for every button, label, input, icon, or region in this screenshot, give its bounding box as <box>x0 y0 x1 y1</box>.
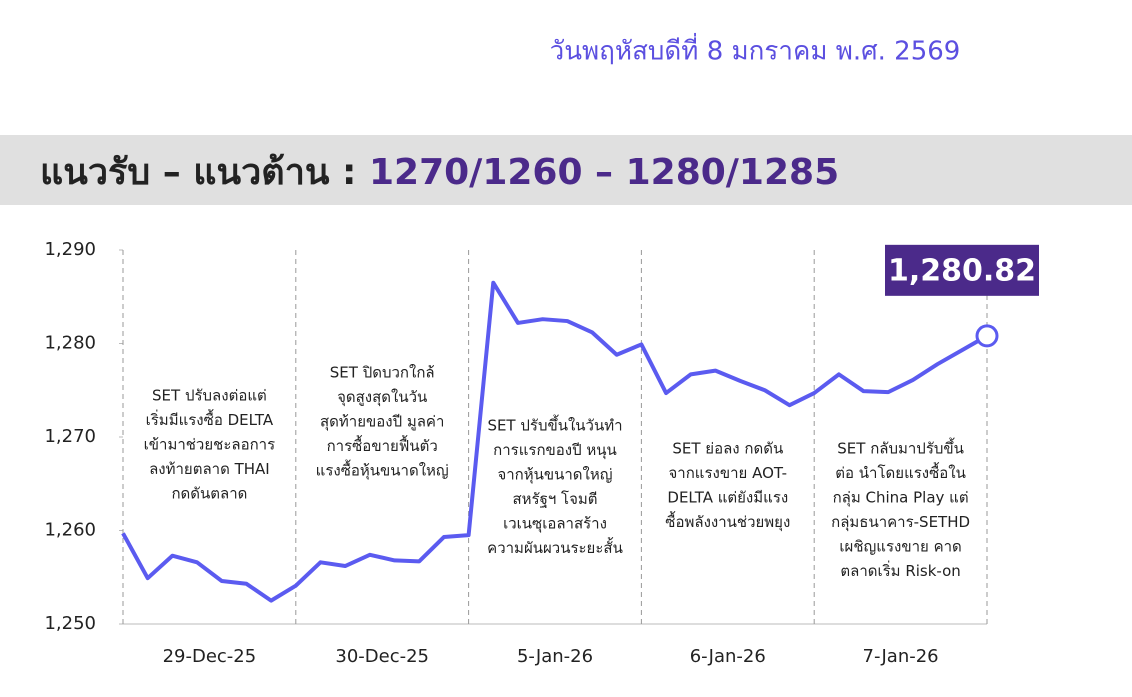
annotation: SET ปรับลงต่อแต่ <box>152 387 267 405</box>
annotation: กลุ่ม China Play แต่ <box>833 489 969 508</box>
y-tick-label: 1,270 <box>44 426 96 447</box>
annotation: เวเนซุเอลาสร้าง <box>503 515 607 534</box>
annotation: สุดท้ายของปี มูลค่า <box>320 413 444 432</box>
annotation: จุดสูงสุดในวัน <box>337 388 427 407</box>
annotation: สหรัฐฯ โจมตี <box>512 490 597 508</box>
annotation: ความผันผวนระยะสั้น <box>487 537 623 557</box>
annotation: การซื้อขายฟื้นตัว <box>327 435 438 455</box>
x-tick-label: 30-Dec-25 <box>335 646 429 667</box>
annotation: SET ปรับขึ้นในวันทำ <box>487 415 622 435</box>
annotation: ซื้อพลังงานช่วยพยุง <box>665 511 790 532</box>
value-badge <box>885 244 1039 296</box>
annotation: เข้ามาช่วยชะลอการ <box>144 436 276 454</box>
annotation: SET ย่อลง กดดัน <box>672 440 783 458</box>
annotation: เผชิญแรงขาย คาด <box>839 538 961 556</box>
y-tick-label: 1,260 <box>44 520 96 541</box>
annotation: ลงท้ายตลาด THAI <box>149 460 270 478</box>
value-label: 1,280.82 <box>888 253 1036 288</box>
x-tick-label: 29-Dec-25 <box>163 646 257 667</box>
y-tick-label: 1,250 <box>44 613 96 634</box>
annotation: กดดันตลาด <box>171 485 247 503</box>
date: วันพฤหัสบดีที่ 8 มกราคม พ.ศ. 2569 <box>550 33 961 67</box>
x-tick-label: 5-Jan-26 <box>517 646 593 667</box>
annotation: แรงซื้อหุ้นขนาดใหญ่ <box>316 460 449 481</box>
annotation: จากหุ้นขนาดใหญ่ <box>497 466 612 485</box>
x-tick-label: 6-Jan-26 <box>690 646 766 667</box>
annotation: เริ่มมีแรงซื้อ DELTA <box>146 409 274 429</box>
title-label: แนวรับ – แนวต้าน : <box>40 152 369 193</box>
title-banner <box>0 135 1132 205</box>
x-tick-label: 7-Jan-26 <box>863 646 939 667</box>
title: แนวรับ – แนวต้าน : 1270/1260 – 1280/1285 <box>40 152 839 193</box>
annotation: SET ปิดบวกใกล้ <box>330 364 435 382</box>
y-tick-label: 1,290 <box>44 239 96 260</box>
last-point <box>975 324 999 348</box>
annotation: DELTA แต่ยังมีแรง <box>667 489 788 507</box>
annotation: จากแรงขาย AOT- <box>669 464 788 482</box>
price-line <box>121 280 988 603</box>
annotation: ต่อ นำโดยแรงซื้อใน <box>835 462 966 482</box>
y-tick-label: 1,280 <box>44 333 96 354</box>
annotation: การแรกของปี หนุน <box>493 441 617 460</box>
title-levels: 1270/1260 – 1280/1285 <box>369 152 839 193</box>
annotation: ตลาดเริ่ม Risk-on <box>840 560 960 580</box>
annotation: กลุ่มธนาคาร-SETHD <box>831 513 970 532</box>
annotation: SET กลับมาปรับขึ้น <box>837 438 964 458</box>
